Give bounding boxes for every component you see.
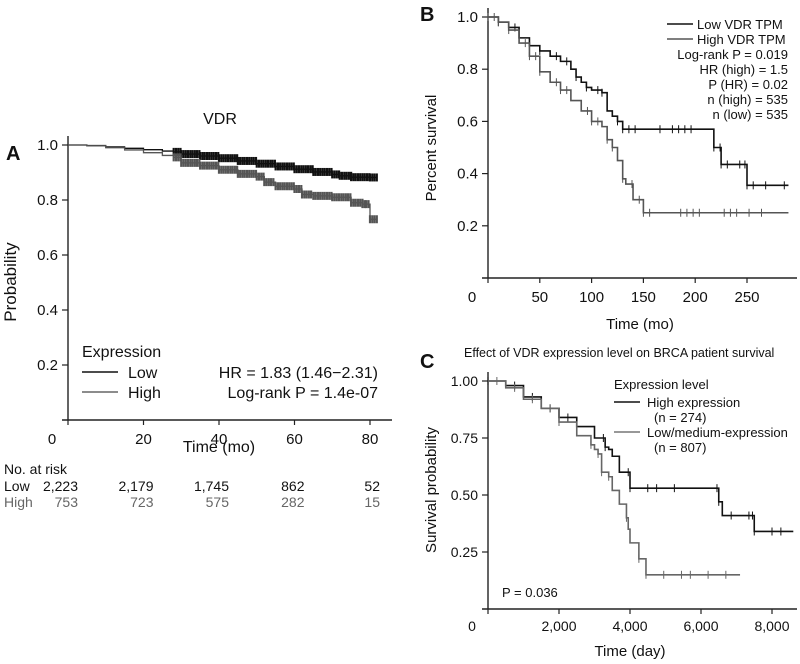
y-tick-label: 0.4 [37, 302, 58, 319]
panel-a-legend-title: Expression [82, 344, 161, 361]
x-tick-label: 100 [579, 289, 604, 306]
y-tick-label: 0.2 [37, 357, 58, 374]
x-tick-label: 200 [683, 289, 708, 306]
risk-table-cell: 15 [364, 494, 380, 510]
y-tick-label: 0.4 [457, 166, 478, 183]
risk-table-cell: 2,179 [118, 478, 153, 494]
risk-row-high-label: High [4, 494, 33, 510]
legend-label-high: High [128, 385, 161, 402]
legend-n-high-expression: (n = 274) [654, 410, 706, 425]
x-tick-label: 4,000 [612, 618, 647, 634]
panel-b-letter: B [420, 4, 434, 26]
risk-table-title: No. at risk [4, 461, 68, 477]
panel-a: A VDR Probability Time (mo) 0 20 40 60 800.2… [1, 111, 392, 510]
risk-table-cell: 2,223 [43, 478, 78, 494]
y-tick-label: 0.6 [37, 247, 58, 264]
x-tick-label: 2,000 [541, 618, 576, 634]
panel-a-ylabel: Probability [1, 242, 20, 322]
panel-c-xlabel: Time (day) [594, 643, 665, 660]
x-tick-label: 20 [135, 431, 152, 448]
panel-b: B Percent survival Time (mo) 0 50 100 150 20… [420, 4, 797, 333]
x-tick-label: 60 [286, 431, 303, 448]
risk-table-cell: 753 [55, 494, 79, 510]
panel-a-title: VDR [203, 111, 237, 128]
x-tick-label: 6,000 [683, 618, 718, 634]
x-tick-label: 0 [468, 289, 476, 306]
x-tick-label: 0 [468, 618, 476, 634]
y-tick-label: 0.75 [451, 430, 478, 446]
y-tick-label: 1.0 [37, 137, 58, 154]
x-tick-label: 8,000 [754, 618, 789, 634]
panel-b-n-high: n (high) = 535 [707, 92, 788, 107]
panel-c-title: Effect of VDR expression level on BRCA p… [464, 346, 774, 360]
y-tick-label: 0.25 [451, 544, 478, 560]
x-tick-label: 250 [734, 289, 759, 306]
panel-a-letter: A [6, 143, 20, 165]
panel-b-ylabel: Percent survival [423, 95, 440, 202]
x-tick-label: 50 [531, 289, 548, 306]
legend-label-high-vdr: High VDR TPM [697, 32, 786, 47]
figure: A VDR Probability Time (mo) 0 20 40 60 80 0.2… [0, 0, 800, 664]
survival-curve-high-expression [488, 381, 793, 531]
legend-label-low-medium: Low/medium-expression [647, 425, 788, 440]
risk-table-cell: 52 [364, 478, 380, 494]
x-tick-label: 150 [631, 289, 656, 306]
panel-b-hr: HR (high) = 1.5 [699, 62, 788, 77]
panel-a-logrank-annotation: Log-rank P = 1.4e-07 [228, 385, 379, 402]
x-tick-label: 40 [211, 431, 228, 448]
y-tick-label: 0.8 [457, 61, 478, 78]
risk-table-cell: 723 [130, 494, 154, 510]
y-tick-label: 0.50 [451, 487, 478, 503]
x-tick-label: 0 [48, 431, 56, 448]
legend-label-high-expression: High expression [647, 395, 740, 410]
y-tick-label: 0.8 [37, 192, 58, 209]
legend-label-low: Low [128, 365, 158, 382]
risk-row-low-label: Low [4, 478, 31, 494]
panel-c-legend-title: Expression level [614, 377, 709, 392]
panel-c-pvalue: P = 0.036 [502, 585, 558, 600]
panel-b-p-hr: P (HR) = 0.02 [708, 77, 788, 92]
panel-b-logrank: Log-rank P = 0.019 [677, 47, 788, 62]
risk-table-cell: 282 [281, 494, 305, 510]
panel-c-letter: C [420, 351, 434, 373]
y-tick-label: 0.6 [457, 113, 478, 130]
panel-c-ylabel: Survival probability [423, 427, 440, 553]
panel-b-xlabel: Time (mo) [606, 316, 674, 333]
legend-label-low-vdr: Low VDR TPM [697, 17, 783, 32]
x-tick-label: 80 [362, 431, 379, 448]
legend-n-low-medium: (n = 807) [654, 440, 706, 455]
risk-table-cell: 575 [206, 494, 230, 510]
panel-a-hr-annotation: HR = 1.83 (1.46−2.31) [219, 365, 378, 382]
risk-table-cell: 862 [281, 478, 305, 494]
panel-b-n-low: n (low) = 535 [712, 107, 788, 122]
y-tick-label: 1.0 [457, 9, 478, 26]
y-tick-label: 0.2 [457, 218, 478, 235]
y-tick-label: 1.00 [451, 373, 478, 389]
risk-table-cell: 1,745 [194, 478, 229, 494]
panel-c: C Effect of VDR expression level on BRCA… [420, 346, 797, 660]
